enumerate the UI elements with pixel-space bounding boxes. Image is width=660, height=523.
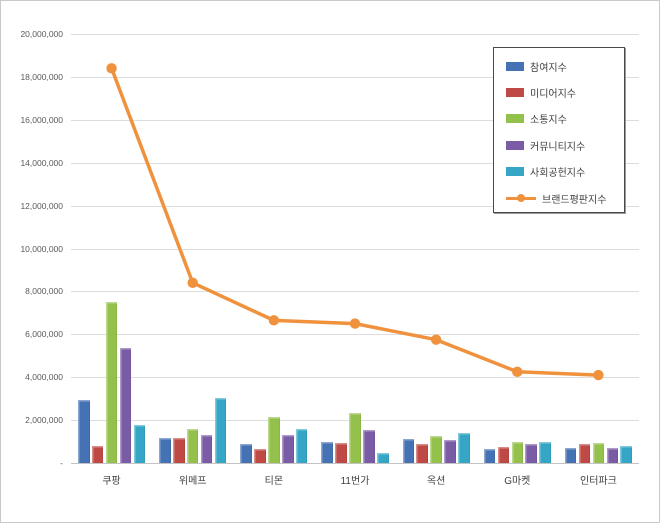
legend-item-사회공헌지수: 사회공헌지수 [494,159,624,185]
bar-소통지수-위메프 [186,428,199,463]
legend-label: 사회공헌지수 [530,168,586,180]
line-marker-위메프 [187,277,198,289]
y-tick-label: 16,000,000 [20,114,63,125]
y-tick-label: 4,000,000 [25,372,63,383]
legend-swatch-icon [506,167,524,177]
x-tick-label-11번가: 11번가 [340,476,370,487]
bar-커뮤니티지수-티몬 [282,435,294,463]
gridline [71,248,639,250]
bar-사회공헌지수-인터파크 [620,445,632,463]
x-tick-label-인터파크: 인터파크 [580,476,617,487]
bar-커뮤니티지수-11번가 [363,429,375,463]
line-브랜드평판지수 [106,63,604,381]
legend-swatch-icon [506,140,524,150]
bar-소통지수-인터파크 [592,442,605,463]
bar-참여지수-쿠팡 [78,399,90,463]
bar-사회공헌지수-위메프 [214,397,227,463]
bar-커뮤니티지수-인터파크 [606,448,619,463]
bar-미디어지수-위메프 [173,438,185,463]
bar-사회공헌지수-G마켓 [539,441,551,463]
y-tick-label: 14,000,000 [20,157,63,168]
bar-참여지수-위메프 [159,438,171,463]
gridline [71,377,639,379]
gridline [71,162,639,164]
y-tick-label: 2,000,000 [25,415,63,426]
gridline [71,76,639,78]
legend-item-참여지수: 참여지수 [494,53,624,79]
y-tick-label: 10,000,000 [20,243,63,254]
legend-label: 브랜드평판지수 [542,194,607,206]
legend-label: 미디어지수 [530,89,576,101]
legend-swatch-icon [506,114,524,124]
legend-label: 소통지수 [530,115,567,127]
x-tick-label-쿠팡: 쿠팡 [102,476,121,487]
x-tick-label-옥션: 옥션 [426,476,446,487]
x-tick-label-G마켓: G마켓 [504,476,531,487]
gridline [71,205,639,207]
legend-line-marker-icon [506,194,536,203]
gridline [71,463,639,464]
y-tick-label: 6,000,000 [25,329,63,340]
bar-참여지수-11번가 [321,441,333,463]
legend-label: 커뮤니티지수 [530,141,586,153]
line-marker-인터파크 [593,369,604,381]
bar-커뮤니티지수-옥션 [444,440,456,463]
legend-item-브랜드평판지수: 브랜드평판지수 [494,185,624,211]
line-marker-G마켓 [512,366,523,378]
line-marker-쿠팡 [106,63,117,74]
bar-사회공헌지수-티몬 [295,428,308,463]
plot-area [71,34,639,464]
bar-사회공헌지수-11번가 [377,453,389,463]
bar-커뮤니티지수-위메프 [200,435,213,463]
bar-미디어지수-인터파크 [578,443,591,463]
bar-사회공헌지수-쿠팡 [133,425,146,463]
y-tick-label: 12,000,000 [20,200,63,211]
legend-swatch-icon [506,88,524,98]
x-tick-label-위메프: 위메프 [178,476,207,487]
bar-커뮤니티지수-G마켓 [525,443,537,463]
line-marker-11번가 [349,318,361,329]
legend-item-소통지수: 소통지수 [494,106,624,132]
bar-참여지수-인터파크 [564,448,577,463]
y-tick-label: 20,000,000 [20,29,63,39]
legend-swatch-icon [506,61,524,71]
y-tick-label: - [60,458,63,468]
bar-참여지수-티몬 [240,443,252,463]
bar-사회공헌지수-옥션 [458,432,470,463]
gridline [71,291,639,293]
bar-소통지수-티몬 [268,416,280,463]
legend-label: 참여지수 [530,62,567,74]
bar-소통지수-G마켓 [511,441,524,463]
legend-item-커뮤니티지수: 커뮤니티지수 [494,132,624,158]
bar-참여지수-옥션 [402,439,415,463]
gridline [71,334,639,336]
y-tick-label: 18,000,000 [20,71,63,82]
y-tick-label: 8,000,000 [25,286,63,297]
bar-미디어지수-쿠팡 [91,445,104,463]
gridline [71,119,639,121]
bar-미디어지수-11번가 [335,442,347,463]
bar-참여지수-G마켓 [483,449,496,463]
bar-미디어지수-옥션 [416,443,428,463]
line-marker-티몬 [268,315,280,326]
bar-미디어지수-G마켓 [497,446,510,463]
legend-item-미디어지수: 미디어지수 [494,79,624,105]
bar-소통지수-쿠팡 [105,302,118,463]
bar-소통지수-11번가 [349,412,361,463]
bar-미디어지수-티몬 [254,449,266,463]
x-tick-label-티몬: 티몬 [264,476,284,487]
bar-소통지수-옥션 [430,436,442,463]
gridline [71,34,639,35]
bar-커뮤니티지수-쿠팡 [119,348,132,463]
line-marker-옥션 [430,334,442,345]
